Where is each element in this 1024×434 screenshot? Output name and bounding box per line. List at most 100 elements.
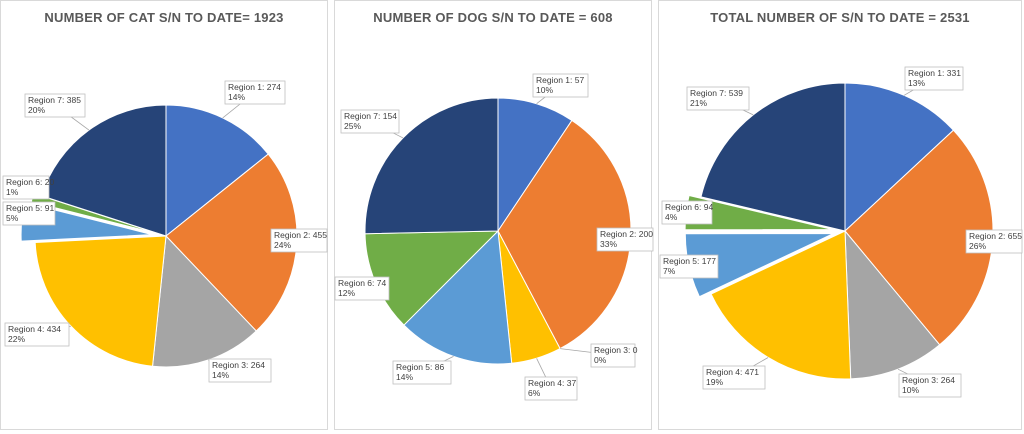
label-box xyxy=(686,86,750,111)
label-value-text: Region 3: 264 xyxy=(212,360,265,370)
label-percent-text: 14% xyxy=(396,372,413,382)
label-percent-text: 26% xyxy=(969,241,986,251)
label-value-text: Region 7: 154 xyxy=(344,111,397,121)
cat-chart-panel: NUMBER OF CAT S/N TO DATE= 1923 Region 1… xyxy=(0,0,328,430)
pie-slice-region-4 xyxy=(710,230,852,380)
pie-slice-region-1 xyxy=(497,97,573,233)
label-box xyxy=(334,276,390,301)
label-value-text: Region 1: 57 xyxy=(536,75,584,85)
data-label-region-6: Region 6: 944% xyxy=(661,200,713,225)
pie-slice-region-5 xyxy=(403,229,513,365)
label-percent-text: 22% xyxy=(8,334,25,344)
total-chart-panel: TOTAL NUMBER OF S/N TO DATE = 2531 Regio… xyxy=(658,0,1023,430)
pie-slice-region-1 xyxy=(165,104,269,238)
label-value-text: Region 5: 86 xyxy=(396,362,444,372)
dog-chart-panel: NUMBER OF DOG S/N TO DATE = 608 Region 1… xyxy=(334,0,654,430)
label-value-text: Region 2: 455 xyxy=(274,230,327,240)
data-label-region-6: Region 6: 201% xyxy=(2,175,54,200)
chart-title: TOTAL NUMBER OF S/N TO DATE = 2531 xyxy=(710,10,970,25)
label-value-text: Region 3: 0 xyxy=(594,345,638,355)
label-box xyxy=(702,365,766,390)
label-percent-text: 21% xyxy=(690,98,707,108)
label-percent-text: 19% xyxy=(706,377,723,387)
label-box xyxy=(898,373,962,398)
label-value-text: Region 7: 385 xyxy=(28,95,81,105)
label-box xyxy=(532,73,589,98)
label-percent-text: 14% xyxy=(212,370,229,380)
label-percent-text: 0% xyxy=(594,355,607,365)
label-box xyxy=(661,200,713,225)
label-percent-text: 6% xyxy=(528,388,541,398)
label-value-text: Region 2: 200 xyxy=(600,229,653,239)
label-percent-text: 4% xyxy=(665,212,678,222)
label-percent-text: 12% xyxy=(338,288,355,298)
label-percent-text: 20% xyxy=(28,105,45,115)
label-percent-text: 33% xyxy=(600,239,617,249)
label-value-text: Region 6: 74 xyxy=(338,278,386,288)
label-box xyxy=(270,228,328,253)
label-percent-text: 13% xyxy=(908,78,925,88)
label-value-text: Region 6: 20 xyxy=(6,177,54,187)
label-value-text: Region 4: 471 xyxy=(706,367,759,377)
data-label-region-5: Region 5: 915% xyxy=(2,201,56,226)
label-box xyxy=(904,66,964,91)
chart-title: NUMBER OF DOG S/N TO DATE = 608 xyxy=(373,10,613,25)
label-value-text: Region 1: 331 xyxy=(908,68,961,78)
label-percent-text: 25% xyxy=(344,121,361,131)
label-box xyxy=(340,109,400,134)
label-value-text: Region 1: 274 xyxy=(228,82,281,92)
label-percent-text: 10% xyxy=(902,385,919,395)
label-percent-text: 1% xyxy=(6,187,19,197)
label-box xyxy=(2,201,56,226)
label-value-text: Region 4: 37 xyxy=(528,378,576,388)
label-box xyxy=(659,254,719,279)
label-box xyxy=(2,175,50,200)
label-percent-text: 7% xyxy=(663,266,676,276)
label-percent-text: 5% xyxy=(6,213,19,223)
label-value-text: Region 7: 539 xyxy=(690,88,743,98)
label-box xyxy=(524,376,578,401)
label-box xyxy=(208,358,272,383)
pie-slice-region-4 xyxy=(34,235,167,367)
label-value-text: Region 5: 177 xyxy=(663,256,716,266)
label-value-text: Region 4: 434 xyxy=(8,324,61,334)
label-value-text: Region 2: 655 xyxy=(969,231,1022,241)
label-box xyxy=(224,80,286,105)
label-percent-text: 10% xyxy=(536,85,553,95)
pie-slice-region-3 xyxy=(844,229,941,380)
data-label-region-4: Region 4: 376% xyxy=(524,376,578,401)
label-percent-text: 14% xyxy=(228,92,245,102)
label-box xyxy=(596,227,654,252)
label-percent-text: 24% xyxy=(274,240,291,250)
chart-title: NUMBER OF CAT S/N TO DATE= 1923 xyxy=(44,10,284,25)
label-value-text: Region 5: 91 xyxy=(6,203,54,213)
label-value-text: Region 6: 94 xyxy=(665,202,713,212)
label-value-text: Region 3: 264 xyxy=(902,375,955,385)
label-box xyxy=(590,343,636,368)
pie-slice-region-7 xyxy=(364,97,499,235)
label-box xyxy=(24,93,86,118)
data-label-region-3: Region 3: 00% xyxy=(590,343,638,368)
label-box xyxy=(965,229,1023,254)
label-box xyxy=(392,360,452,385)
label-box xyxy=(4,322,70,347)
